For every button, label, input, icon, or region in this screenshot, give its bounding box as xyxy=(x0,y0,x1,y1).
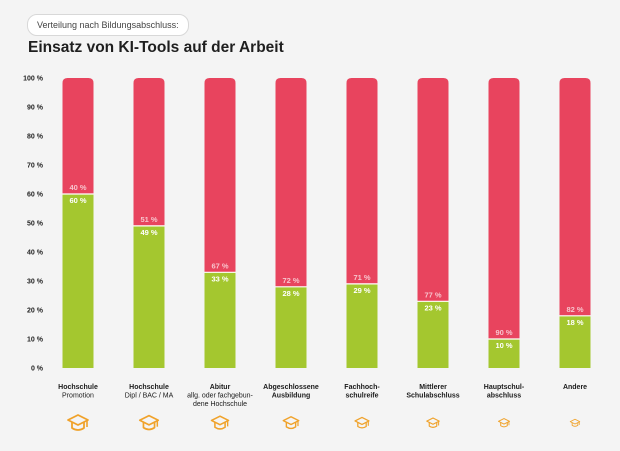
chart-subtitle: Verteilung nach Bildungsabschluss: xyxy=(27,14,189,36)
bar-segment-lower xyxy=(275,286,307,368)
bar-segment-lower xyxy=(559,315,591,368)
bar-segment-lower xyxy=(346,283,378,368)
bar-segment-upper xyxy=(417,78,449,302)
category-label: Hochschule xyxy=(129,384,169,391)
data-label-upper: 71 % xyxy=(353,273,370,282)
data-label-upper: 90 % xyxy=(495,328,512,337)
data-label-upper: 82 % xyxy=(566,305,583,314)
category-sublabel: Promotion xyxy=(62,393,94,400)
y-tick-label: 40 % xyxy=(27,250,44,257)
y-tick-label: 0 % xyxy=(31,366,44,373)
data-label-upper: 40 % xyxy=(69,183,86,192)
data-label-upper: 67 % xyxy=(211,261,228,270)
data-label-lower: 60 % xyxy=(69,196,86,205)
data-label-lower: 49 % xyxy=(140,228,157,237)
category-label: Abitur xyxy=(210,384,231,391)
y-tick-label: 30 % xyxy=(27,279,44,286)
graduation-cap-icon xyxy=(282,416,300,430)
data-label-lower: 18 % xyxy=(566,318,583,327)
bar-segment-upper xyxy=(488,78,520,339)
bar-segment-lower xyxy=(62,194,94,368)
graduation-cap-icon xyxy=(210,415,230,430)
y-tick-label: 10 % xyxy=(27,337,44,344)
bar-segment-upper xyxy=(346,78,378,284)
category-sublabel: Dipl / BAC / MA xyxy=(125,393,174,400)
category-label: schulreife xyxy=(345,393,378,400)
graduation-cap-icon xyxy=(354,416,370,429)
graduation-cap-icon xyxy=(67,414,89,431)
data-label-upper: 72 % xyxy=(282,276,299,285)
data-label-upper: 51 % xyxy=(140,215,157,224)
graduation-cap-icon xyxy=(138,414,160,431)
data-label-lower: 29 % xyxy=(353,286,370,295)
data-label-lower: 23 % xyxy=(424,303,441,312)
y-tick-label: 70 % xyxy=(27,163,44,170)
data-label-lower: 33 % xyxy=(211,274,228,283)
y-tick-label: 100 % xyxy=(23,76,44,83)
graduation-cap-icon xyxy=(569,418,581,427)
bar-segment-upper xyxy=(275,78,307,287)
category-label: abschluss xyxy=(487,393,521,400)
bar-segment-lower xyxy=(417,301,449,368)
bar-segment-upper xyxy=(62,78,94,194)
chart-title: Einsatz von KI-Tools auf der Arbeit xyxy=(28,39,284,56)
category-label: Schulabschluss xyxy=(406,393,459,400)
category-sublabel: allg. oder fachgebun- xyxy=(187,393,253,400)
category-label: Hauptschul- xyxy=(484,384,525,391)
category-label: Ausbildung xyxy=(272,393,311,400)
y-tick-label: 50 % xyxy=(27,221,44,228)
graduation-cap-icon xyxy=(498,418,510,428)
y-tick-label: 60 % xyxy=(27,192,44,199)
data-label-lower: 28 % xyxy=(282,289,299,298)
category-label: Mittlerer xyxy=(419,384,447,391)
category-label: Hochschule xyxy=(58,384,98,391)
data-label-upper: 77 % xyxy=(424,290,441,299)
y-tick-label: 20 % xyxy=(27,308,44,315)
bar-segment-lower xyxy=(488,339,520,368)
y-tick-label: 90 % xyxy=(27,105,44,112)
data-label-lower: 10 % xyxy=(495,341,512,350)
bar-segment-upper xyxy=(204,78,236,273)
category-label: Fachhoch- xyxy=(344,384,380,391)
category-label: Abgeschlossene xyxy=(263,384,319,391)
y-tick-label: 80 % xyxy=(27,134,44,141)
graduation-cap-icon xyxy=(426,417,440,428)
bar-segment-lower xyxy=(133,225,165,368)
bar-segment-lower xyxy=(204,272,236,368)
bar-segment-upper xyxy=(133,78,165,226)
category-sublabel: dene Hochschule xyxy=(193,401,247,408)
bar-segment-upper xyxy=(559,78,591,316)
category-label: Andere xyxy=(563,384,587,391)
